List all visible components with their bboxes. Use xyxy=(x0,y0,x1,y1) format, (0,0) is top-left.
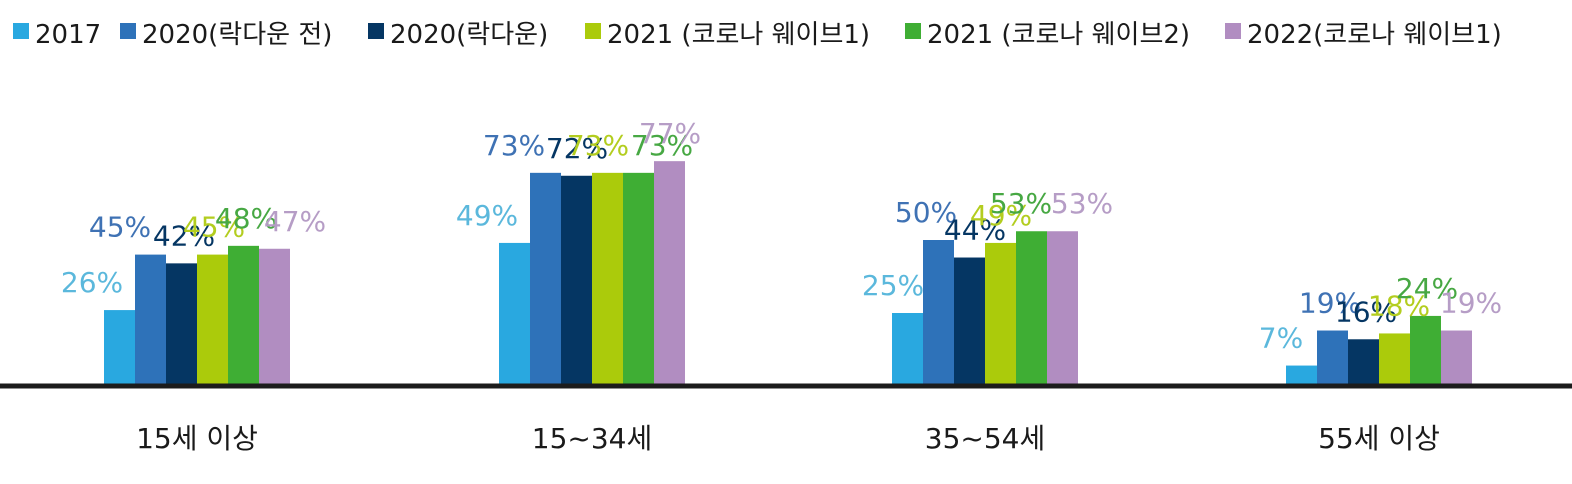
legend-swatch-0 xyxy=(13,23,29,39)
data-label-0-4: 48% xyxy=(215,202,277,235)
data-label-1-3: 73% xyxy=(567,129,629,162)
bar-1-1 xyxy=(530,172,561,386)
legend: 2017 2020(락다운 전) 2020(락다운) 2021 (코로나 웨이브1) 2… xyxy=(13,20,1502,50)
data-label-3-3: 18% xyxy=(1368,289,1430,322)
legend-swatch-5 xyxy=(1225,23,1241,39)
data-label-1-4: 73% xyxy=(631,129,693,162)
legend-swatch-1 xyxy=(120,23,136,39)
data-label-2-3: 49% xyxy=(970,199,1032,232)
bar-0-3 xyxy=(197,254,228,386)
data-label-0-5: 47% xyxy=(264,205,326,238)
bar-1-0 xyxy=(499,242,530,386)
bar-2-3 xyxy=(985,242,1016,386)
bar-2-4 xyxy=(1016,231,1047,386)
bar-0-0 xyxy=(104,310,135,386)
data-label-3-0: 7% xyxy=(1259,322,1303,355)
bar-2-2 xyxy=(954,257,985,386)
bar-3-3 xyxy=(1379,333,1410,386)
bar-0-5 xyxy=(259,248,290,386)
data-label-3-5: 19% xyxy=(1440,287,1502,320)
data-label-3-2: 16% xyxy=(1335,295,1397,328)
category-label-1: 15~34세 xyxy=(532,422,652,455)
bar-3-2 xyxy=(1348,339,1379,386)
bar-1-3 xyxy=(592,172,623,386)
data-label-0-3: 45% xyxy=(183,211,245,244)
bar-3-0 xyxy=(1286,365,1317,386)
legend-label-5: 2022(코로나 웨이브1) xyxy=(1247,20,1502,50)
category-label-2: 35~54세 xyxy=(925,422,1045,455)
bar-1-4 xyxy=(623,172,654,386)
bar-1-5 xyxy=(654,161,685,386)
bar-1-2 xyxy=(561,175,592,386)
legend-label-3: 2021 (코로나 웨이브1) xyxy=(607,20,870,50)
legend-label-1: 2020(락다운 전) xyxy=(142,20,332,50)
data-label-0-2: 42% xyxy=(153,219,215,252)
bar-3-5 xyxy=(1441,330,1472,386)
data-label-2-1: 50% xyxy=(895,196,957,229)
category-label-3: 55세 이상 xyxy=(1318,422,1440,455)
bar-2-5 xyxy=(1047,231,1078,386)
legend-swatch-3 xyxy=(585,23,601,39)
data-label-2-4: 53% xyxy=(990,187,1052,220)
data-label-2-5: 53% xyxy=(1051,187,1113,220)
bar-2-0 xyxy=(892,313,923,386)
legend-label-4: 2021 (코로나 웨이브2) xyxy=(927,20,1190,50)
data-label-1-2: 72% xyxy=(546,132,608,165)
category-labels: 15세 이상 15~34세 35~54세 55세 이상 xyxy=(136,422,1440,455)
data-label-0-0: 26% xyxy=(61,266,123,299)
bar-0-4 xyxy=(228,245,259,386)
legend-swatch-2 xyxy=(368,23,384,39)
bar-2-1 xyxy=(923,240,954,386)
data-labels: 26%45% 42%45%48%47% 49%73% 72%73% 73%77%25%5… xyxy=(61,117,1502,354)
data-label-1-1: 73% xyxy=(483,129,545,162)
bar-3-4 xyxy=(1410,315,1441,386)
bar-3-1 xyxy=(1317,330,1348,386)
bar-0-1 xyxy=(135,254,166,386)
data-label-1-5: 77% xyxy=(639,117,701,150)
bar-0-2 xyxy=(166,263,197,386)
legend-label-2: 2020(락다운) xyxy=(390,20,548,50)
category-label-0: 15세 이상 xyxy=(136,422,258,455)
data-label-0-1: 45% xyxy=(89,211,151,244)
data-label-2-2: 44% xyxy=(944,214,1006,247)
data-label-1-0: 49% xyxy=(456,199,518,232)
legend-label-0: 2017 xyxy=(35,20,101,50)
data-label-3-1: 19% xyxy=(1299,287,1361,320)
bars xyxy=(104,161,1472,386)
data-label-3-4: 24% xyxy=(1396,272,1458,305)
legend-swatch-4 xyxy=(905,23,921,39)
data-label-2-0: 25% xyxy=(862,269,924,302)
